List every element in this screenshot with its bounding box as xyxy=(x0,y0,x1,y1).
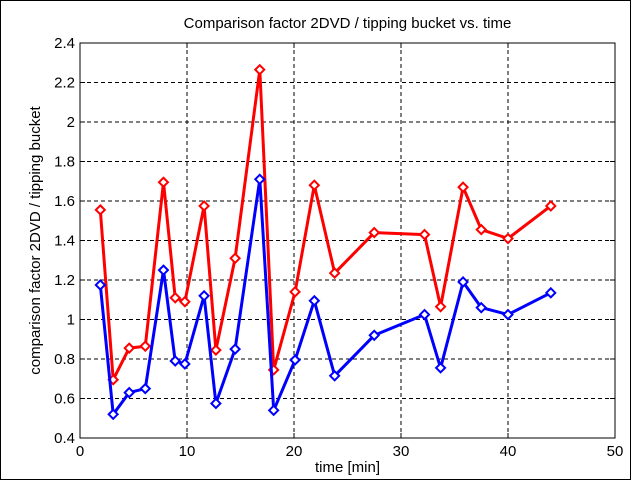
data-point xyxy=(139,340,152,353)
y-tick-label: 1.4 xyxy=(54,233,75,250)
data-point xyxy=(434,300,447,313)
data-point xyxy=(368,226,381,239)
data-point xyxy=(209,344,222,357)
x-tick-label: 30 xyxy=(393,443,410,460)
data-point xyxy=(229,252,242,265)
y-tick-label: 1.6 xyxy=(54,193,75,210)
y-tick-label: 0.8 xyxy=(54,351,75,368)
y-tick-label: 2.2 xyxy=(54,75,75,92)
data-point xyxy=(328,267,341,280)
data-point xyxy=(123,342,136,355)
data-point xyxy=(289,285,301,298)
data-point xyxy=(198,200,211,212)
x-tick-label: 0 xyxy=(76,443,84,460)
data-point xyxy=(157,176,170,189)
data-point xyxy=(123,386,136,399)
data-point xyxy=(475,301,488,314)
axis-ticks: 0 10 20 30 40 50 0.4 0.6 0.8 1 1.2 1.4 1.6 1.8 2 2.2 2.4 xyxy=(54,35,623,460)
data-point xyxy=(544,286,557,299)
chart-title: Comparison factor 2DVD / tipping bucket … xyxy=(184,15,512,32)
x-tick-label: 40 xyxy=(500,443,517,460)
data-point xyxy=(94,279,107,291)
data-point xyxy=(289,354,301,366)
y-tick-label: 1 xyxy=(67,312,75,329)
data-point xyxy=(434,361,447,374)
data-point xyxy=(328,369,341,382)
y-tick-label: 2 xyxy=(67,114,75,131)
series-line-2 xyxy=(98,177,552,416)
data-point xyxy=(502,232,514,245)
data-point xyxy=(544,200,557,212)
y-tick-label: 1.2 xyxy=(54,272,75,289)
data-point xyxy=(169,355,182,367)
x-tick-label: 20 xyxy=(286,443,303,460)
data-point xyxy=(157,264,170,277)
y-axis-title: comparison factor 2DVD / tipping bucket xyxy=(27,105,44,374)
data-point xyxy=(308,294,321,307)
data-point xyxy=(253,173,266,186)
data-point xyxy=(209,397,222,410)
grid xyxy=(80,43,615,438)
data-point xyxy=(107,408,120,421)
y-tick-label: 1.8 xyxy=(54,154,75,171)
data-point xyxy=(418,308,431,321)
data-point xyxy=(457,181,469,194)
data-point xyxy=(457,276,469,288)
data-point xyxy=(502,308,514,321)
data-point xyxy=(94,203,107,216)
y-tick-label: 0.6 xyxy=(54,391,75,408)
data-point xyxy=(178,295,191,308)
data-point xyxy=(267,404,280,417)
series-layer xyxy=(94,63,557,421)
data-point xyxy=(139,382,152,395)
x-tick-label: 50 xyxy=(607,443,624,460)
data-point xyxy=(169,291,182,304)
series-line-1 xyxy=(98,68,552,382)
y-tick-label: 2.4 xyxy=(54,35,75,52)
data-point xyxy=(253,63,266,76)
data-point xyxy=(368,329,381,342)
data-point xyxy=(475,223,488,236)
data-point xyxy=(178,358,191,370)
x-axis-title: time [min] xyxy=(315,459,380,476)
y-tick-label: 0.4 xyxy=(54,430,75,447)
data-point xyxy=(418,228,431,241)
data-point xyxy=(308,179,321,192)
data-point xyxy=(229,343,242,356)
data-point xyxy=(198,289,211,302)
x-tick-label: 10 xyxy=(179,443,196,460)
